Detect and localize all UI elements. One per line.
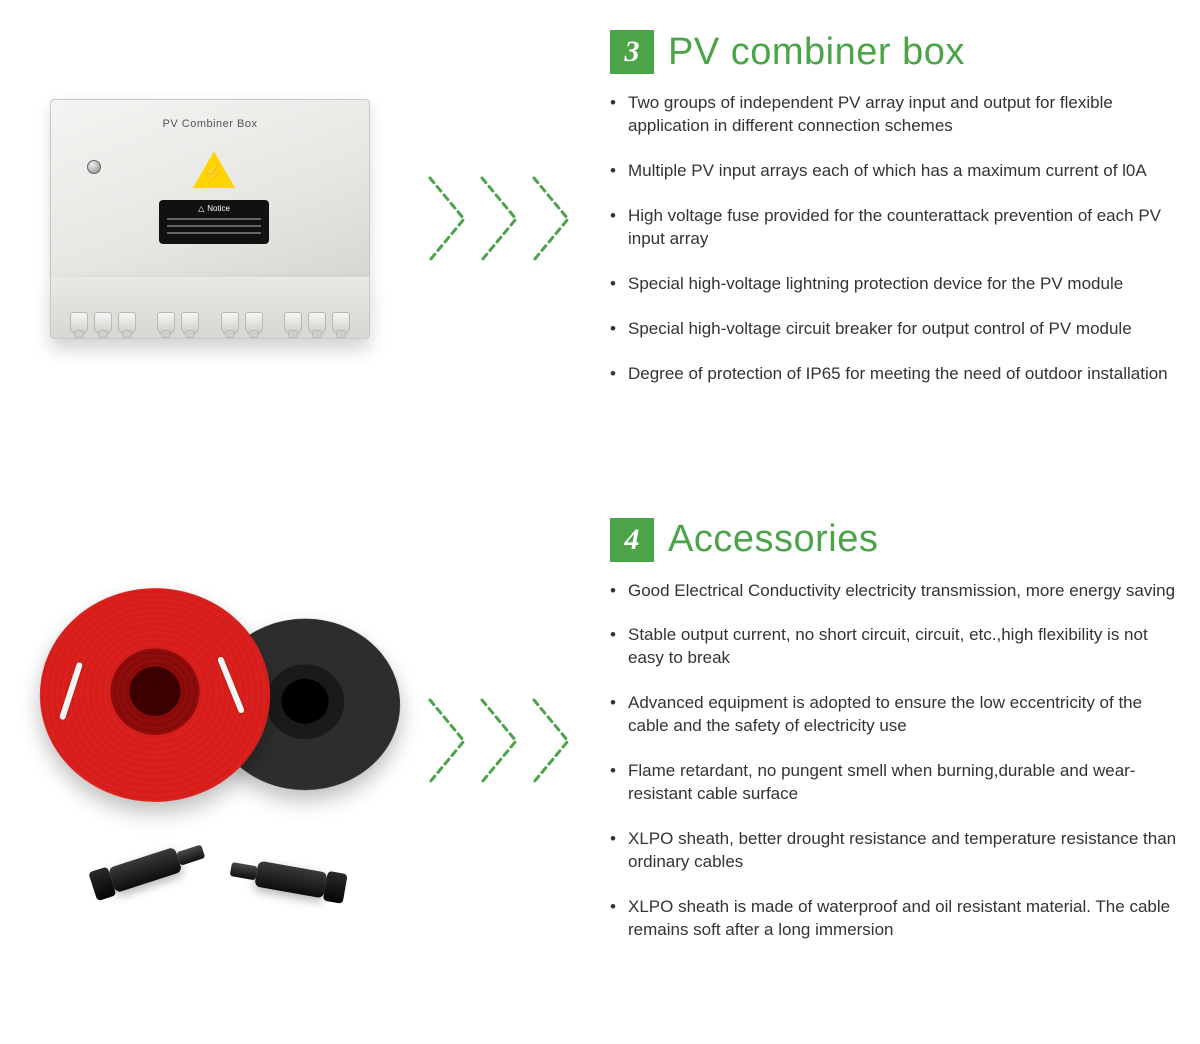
notice-heading: Notice	[198, 204, 230, 213]
feature-item: Good Electrical Conductivity electricity…	[610, 580, 1180, 603]
feature-item: Stable output current, no short circuit,…	[610, 624, 1180, 670]
section-number-badge: 3	[610, 30, 654, 74]
feature-item: High voltage fuse provided for the count…	[610, 205, 1180, 251]
section-pv-combiner: PV Combiner Box ⚡ Notice 3 PV combiner b…	[0, 0, 1200, 488]
product-image-accessories	[20, 571, 400, 911]
chevron-right-icon	[426, 696, 574, 786]
mc4-connector-icon	[86, 830, 210, 908]
feature-item: Two groups of independent PV array input…	[610, 92, 1180, 138]
section-heading: 3 PV combiner box	[610, 30, 1180, 74]
chevron-right-icon	[426, 174, 574, 264]
section-number-badge: 4	[610, 518, 654, 562]
arrow-divider	[400, 696, 600, 786]
cables-illustration	[30, 571, 390, 911]
feature-item: Advanced equipment is adopted to ensure …	[610, 692, 1180, 738]
pv-box-ports	[50, 277, 370, 339]
feature-item: Multiple PV input arrays each of which h…	[610, 160, 1180, 183]
feature-list: Two groups of independent PV array input…	[610, 92, 1180, 386]
mc4-connector-icon	[227, 847, 349, 910]
section-title: PV combiner box	[668, 31, 965, 74]
section-text: 3 PV combiner box Two groups of independ…	[600, 30, 1180, 408]
section-title: Accessories	[668, 518, 878, 561]
feature-list: Good Electrical Conductivity electricity…	[610, 580, 1180, 942]
product-image-pv-combiner: PV Combiner Box ⚡ Notice	[20, 79, 400, 359]
pv-combiner-illustration: PV Combiner Box ⚡ Notice	[40, 79, 380, 359]
arrow-divider	[400, 174, 600, 264]
notice-sticker: Notice	[159, 200, 269, 244]
feature-item: Special high-voltage circuit breaker for…	[610, 318, 1180, 341]
lock-knob-icon	[87, 160, 101, 174]
section-text: 4 Accessories Good Electrical Conductivi…	[600, 518, 1180, 964]
feature-item: XLPO sheath is made of waterproof and oi…	[610, 896, 1180, 942]
pv-box-label: PV Combiner Box	[51, 118, 369, 130]
feature-item: Special high-voltage lightning protectio…	[610, 273, 1180, 296]
feature-item: Flame retardant, no pungent smell when b…	[610, 760, 1180, 806]
feature-item: Degree of protection of IP65 for meeting…	[610, 363, 1180, 386]
section-accessories: 4 Accessories Good Electrical Conductivi…	[0, 488, 1200, 1044]
section-heading: 4 Accessories	[610, 518, 1180, 562]
hazard-triangle-icon: ⚡	[191, 150, 237, 190]
feature-item: XLPO sheath, better drought resistance a…	[610, 828, 1180, 874]
